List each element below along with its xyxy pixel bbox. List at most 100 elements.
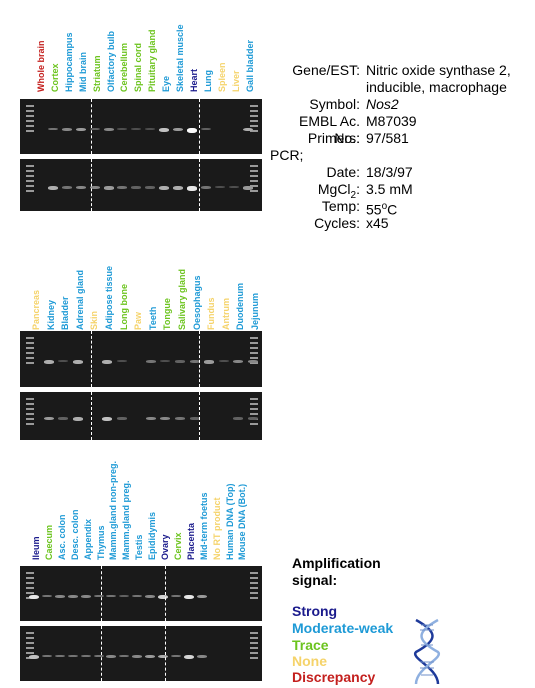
pcr-band: [248, 416, 258, 420]
pcr-band: [58, 360, 69, 363]
pcr-band: [145, 594, 156, 598]
legend-strong: Strong: [292, 603, 338, 619]
legend-none: None: [292, 653, 327, 669]
pcr-band: [47, 127, 58, 131]
ladder-band: [250, 347, 258, 349]
lane-group-divider: [91, 392, 92, 440]
lane-group-divider: [165, 626, 166, 681]
ladder-band: [250, 577, 258, 579]
ladder-band: [26, 413, 34, 415]
pcr-band: [72, 360, 83, 364]
lane-label: Hippocampus: [63, 32, 74, 92]
pcr-band: [89, 127, 100, 131]
pcr-band: [145, 654, 156, 659]
pcr-band: [75, 127, 86, 132]
pcr-band: [102, 360, 112, 364]
gel-image-bottom: [20, 626, 262, 681]
gene-info: Gene/EST: Nitric oxide synthase 2, induc…: [270, 62, 535, 232]
pcr-band: [183, 654, 194, 659]
lane-group-divider: [199, 159, 200, 211]
cycles-key: Cycles:: [314, 215, 360, 231]
ladder-band: [26, 408, 34, 410]
pcr-band: [89, 186, 100, 190]
pcr-band: [175, 416, 185, 420]
ladder-band: [250, 642, 258, 644]
gel-image-top: [20, 566, 262, 621]
ladder-band: [26, 632, 34, 634]
pcr-band: [228, 186, 239, 189]
lane-label: Fundus: [206, 297, 217, 331]
lane-label: Mid brain: [77, 52, 88, 92]
lane-label: Eye: [161, 75, 172, 92]
ladder-band: [250, 587, 258, 589]
pcr-band: [175, 360, 185, 363]
ladder-band: [250, 342, 258, 344]
legend-title-line2: signal:: [292, 572, 338, 588]
legend-trace: Trace: [292, 637, 329, 653]
lane-group-divider: [101, 566, 102, 621]
lane-label: Mamm.gland non-preg.: [108, 461, 119, 560]
pcr-band: [214, 186, 225, 189]
pcr-band: [93, 594, 104, 598]
lane-label: Cortex: [49, 63, 60, 92]
primers-key: Primers:: [307, 130, 360, 146]
ladder-band: [250, 413, 258, 415]
mgcl-key: MgCl2:: [317, 181, 360, 201]
ladder-band: [250, 657, 258, 659]
pcr-band: [102, 416, 112, 422]
pcr-band: [41, 594, 52, 598]
pcr-band: [43, 360, 54, 364]
lane-label: Mouse DNA (Bot.): [237, 483, 248, 560]
ladder-band: [26, 352, 34, 354]
lane-label: Testis: [134, 534, 145, 560]
temp-value: 55oC: [366, 201, 398, 218]
pcr-band: [204, 360, 215, 364]
dna-helix-icon: [413, 618, 441, 685]
lane-group-divider: [165, 566, 166, 621]
ladder-band: [250, 180, 258, 182]
pcr-band: [145, 127, 156, 130]
ladder-band: [250, 175, 258, 177]
ladder-band: [26, 362, 34, 364]
pcr-band: [106, 654, 117, 658]
ladder-band: [26, 637, 34, 639]
lane-label: Antrum: [220, 298, 231, 330]
gene-value-line1: Nitric oxide synthase 2,: [366, 62, 511, 78]
pcr-band: [196, 594, 207, 599]
ladder-band: [26, 170, 34, 172]
pcr-band: [75, 186, 86, 190]
cycles-value: x45: [366, 215, 389, 231]
pcr-band: [233, 416, 244, 420]
pcr-band: [145, 186, 156, 189]
ladder-band: [26, 398, 34, 400]
lane-group-divider: [91, 159, 92, 211]
ladder-band: [250, 423, 258, 425]
lane-label: Spinal cord: [133, 42, 144, 92]
ladder-band: [26, 592, 34, 594]
lane-label: Asc. colon: [56, 514, 67, 560]
lane-label: Lung: [202, 70, 213, 92]
symbol-key: Symbol:: [309, 96, 360, 112]
gene-value-line2: inducible, macrophage: [366, 79, 507, 95]
pcr-band: [160, 416, 171, 421]
lane-label: Gall bladder: [244, 39, 255, 92]
pcr-band: [242, 127, 253, 132]
pcr-band: [80, 654, 91, 658]
pcr-band: [54, 594, 65, 598]
ladder-band: [26, 125, 34, 127]
gel-image-top: [20, 331, 262, 387]
legend-moderate: Moderate-weak: [292, 620, 394, 636]
pcr-band: [61, 186, 72, 189]
lane-label: No RT product: [211, 497, 222, 561]
legend-title-line1: Amplification: [292, 555, 381, 571]
lane-label: Bladder: [60, 296, 71, 330]
pcr-band: [159, 127, 170, 132]
pcr-band: [43, 416, 54, 421]
ladder-band: [26, 642, 34, 644]
lane-label: Long bone: [118, 284, 129, 330]
pcr-band: [131, 127, 142, 130]
gel-image-bottom: [20, 159, 262, 211]
lane-label: Jejunum: [250, 292, 260, 330]
pcr-band: [29, 594, 39, 600]
lane-label: Duodenum: [235, 283, 246, 330]
